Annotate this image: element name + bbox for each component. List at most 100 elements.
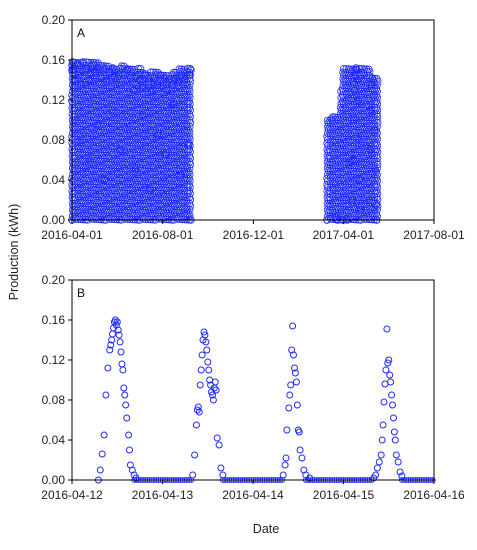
panel-b-points: [94, 316, 406, 484]
panel-a-point: [109, 64, 117, 72]
panel-a-point: [97, 74, 105, 82]
panel-a-point: [147, 88, 156, 96]
panel-b-point: [192, 421, 200, 429]
panel-a-point: [185, 126, 193, 135]
panel-b-point: [196, 381, 204, 389]
panel-b-point: [384, 359, 392, 367]
panel-a-y-tick-label: 0.20: [42, 13, 66, 27]
panel-b-point: [378, 436, 386, 444]
panel-b-point: [296, 446, 304, 454]
panel-a-point: [372, 201, 380, 209]
panel-b-point: [290, 351, 297, 359]
panel-a-point: [129, 86, 138, 94]
panel-a-point: [144, 78, 153, 86]
panel-b-point: [195, 408, 203, 416]
panel-a-y-tick-label: 0.16: [42, 53, 66, 67]
panel-a-point: [88, 61, 96, 69]
panel-b-point: [298, 454, 306, 462]
panel-a-x-axis: 2016-04-01 2016-08-01 2016-12-01 2017-04-01…: [41, 220, 465, 242]
panel-b-point: [200, 328, 208, 336]
panel-b-point: [203, 346, 211, 354]
panel-b-point: [201, 331, 209, 339]
panel-a-point: [185, 168, 193, 176]
panel-a-point: [352, 66, 361, 74]
panel-b-point: [388, 391, 396, 399]
panel-b-point: [132, 474, 140, 482]
panel-a-point: [74, 71, 83, 79]
panel-a-point: [156, 71, 165, 79]
panel-b-point: [293, 401, 301, 409]
panel-a-point: [82, 66, 90, 74]
panel-b-point: [383, 325, 391, 333]
panel-a-y-tick-label: 0.00: [42, 213, 66, 227]
panel-b-point: [287, 381, 295, 389]
panel-a-point: [355, 176, 364, 184]
panel-a-point: [123, 66, 132, 74]
panel-a-point: [103, 78, 111, 86]
panel-b-point: [386, 371, 394, 379]
panel-b-point: [117, 348, 125, 356]
panel-a-point: [349, 116, 358, 124]
panel-a-point: [69, 66, 78, 74]
panel-b-point: [209, 396, 217, 404]
panel-b-point: [96, 466, 104, 474]
panel-a-point: [161, 151, 170, 159]
panel-b-point: [198, 351, 206, 359]
panel-b-point: [197, 366, 205, 374]
panel-b-point: [194, 403, 202, 411]
panel-b-frame: [71, 279, 435, 481]
panel-b-point: [285, 404, 293, 412]
panel-b-point: [219, 471, 227, 479]
panel-b-point: [106, 346, 114, 354]
panel-b-point: [119, 366, 127, 374]
panel-a-y-tick-label: 0.04: [42, 173, 66, 187]
panel-a-point: [369, 76, 377, 84]
panel-a-point: [153, 131, 162, 139]
panel-a-point: [371, 166, 380, 174]
panel-a-point: [373, 74, 381, 83]
panel-b-point: [125, 431, 133, 439]
panel-a-point: [366, 146, 374, 154]
panel-a-point: [365, 196, 374, 204]
panel-b-y-tick-label: 0.20: [42, 273, 66, 287]
panel-b-x-tick-label: 2016-04-12: [41, 488, 103, 502]
panel-b-point: [286, 391, 294, 399]
panel-a-point: [340, 64, 348, 73]
panel-a-point: [131, 166, 139, 174]
panel-b-point: [385, 356, 393, 364]
panel-a-point: [168, 81, 177, 89]
panel-b-point: [391, 436, 399, 444]
panel-b-y-tick-label: 0.00: [42, 473, 66, 487]
panel-b-point: [115, 331, 123, 339]
panel-b-point: [193, 406, 201, 414]
panel-b-point: [381, 380, 389, 388]
panel-b-point: [283, 426, 291, 434]
panel-b-point: [379, 421, 387, 429]
panel-b: B 0.000.040.080.120.160.20 2016-04-12 201…: [41, 273, 465, 502]
panel-a-point: [180, 76, 188, 84]
panel-a-frame: [71, 19, 435, 221]
panel-b-point: [102, 391, 110, 399]
panel-b-point: [122, 401, 130, 409]
panel-a-point: [108, 106, 116, 114]
panel-b-point: [113, 318, 121, 326]
panel-a-x-tick-label: 2016-04-01: [41, 228, 103, 242]
panel-b-point: [100, 431, 108, 439]
panel-b-point: [396, 468, 404, 476]
panel-a-point: [370, 91, 378, 99]
panel-b-point: [217, 464, 225, 472]
panel-a-point: [365, 65, 373, 73]
panel-b-point: [390, 414, 397, 422]
panel-a-point: [353, 76, 362, 84]
panel-b-point: [375, 458, 383, 466]
panel-a-point: [135, 76, 144, 84]
panel-b-point: [213, 434, 221, 442]
panel-b-point: [380, 398, 388, 406]
panel-b-point: [390, 428, 398, 436]
panel-b-point: [202, 338, 210, 346]
panel-a-point: [185, 85, 193, 93]
panel-b-x-tick-label: 2016-04-14: [222, 488, 284, 502]
panel-a-point: [184, 141, 193, 149]
panel-a-point: [86, 156, 94, 164]
y-axis-title: Production (kWh): [7, 204, 21, 301]
